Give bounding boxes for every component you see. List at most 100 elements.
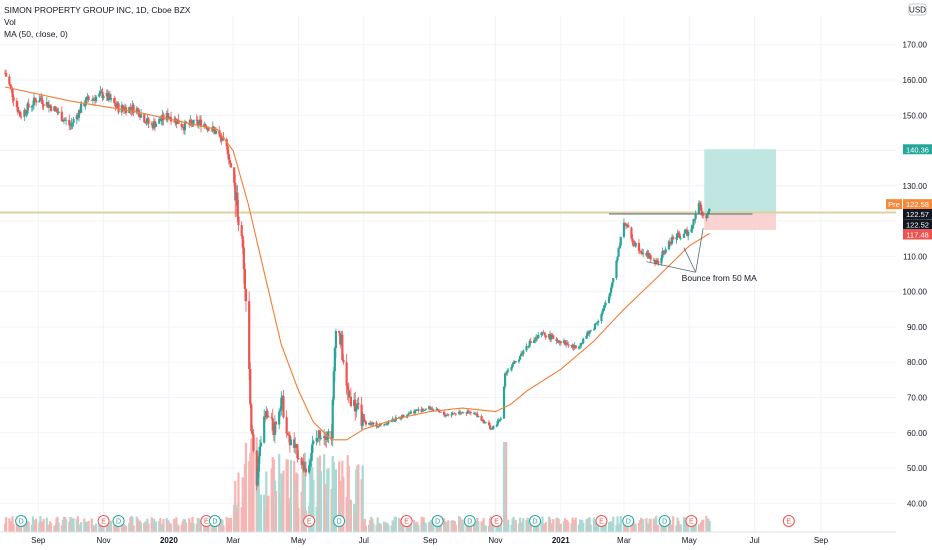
candle-body <box>27 103 30 108</box>
candle-body <box>207 127 210 131</box>
candle-body <box>663 252 666 254</box>
candle-body <box>632 242 635 245</box>
candle-body <box>409 411 412 414</box>
volume-bar <box>619 516 622 532</box>
candle-body <box>61 121 64 122</box>
candle-body <box>168 116 172 118</box>
dividend-marker <box>208 515 221 527</box>
candle-body <box>327 430 330 437</box>
dividend-marker <box>529 515 542 527</box>
target-zone <box>704 149 776 213</box>
candle-body <box>270 417 273 419</box>
price-tag: 117.48 <box>906 230 928 239</box>
candle-body <box>677 233 680 234</box>
candle-body <box>296 444 299 459</box>
candle-body <box>378 424 381 426</box>
candle-body <box>439 411 442 413</box>
candle-body <box>414 410 417 414</box>
candle-body <box>250 404 253 431</box>
price-tick-label: 90.00 <box>907 323 928 332</box>
volume-bar <box>237 472 240 532</box>
volume-bar <box>342 476 345 532</box>
candle-body <box>278 411 281 425</box>
candle-body <box>502 386 506 419</box>
candle-body <box>514 361 517 362</box>
candle-body <box>308 465 311 473</box>
volume-bar <box>184 522 188 532</box>
candle-body <box>356 403 359 409</box>
candle-body <box>177 119 180 124</box>
candle-body <box>98 93 101 97</box>
candle-body <box>701 210 704 216</box>
volume-bar <box>484 525 487 532</box>
candle-body <box>113 97 116 104</box>
candle-body <box>390 421 393 423</box>
candle-body <box>503 373 507 387</box>
candle-body <box>234 182 237 201</box>
candle-body <box>578 345 582 347</box>
candle-body <box>139 114 143 118</box>
event-marker-label: D <box>626 519 631 526</box>
candle-body <box>480 415 483 421</box>
volume-bar <box>147 523 150 532</box>
candle-body <box>506 370 509 374</box>
volume-bar <box>199 524 203 532</box>
candle-body <box>346 385 349 390</box>
candle-body <box>477 415 480 418</box>
candle-body <box>379 424 382 426</box>
event-marker-label: D <box>435 519 440 526</box>
candle-body <box>286 433 289 435</box>
volume-bar <box>35 518 38 532</box>
candle-body <box>617 247 620 257</box>
candle-body <box>8 76 11 85</box>
candle-body <box>603 305 606 309</box>
volume-bar <box>102 524 105 532</box>
volume-bar <box>394 516 397 532</box>
candle-body <box>520 353 523 357</box>
candle-body <box>622 222 626 237</box>
candle-body <box>372 422 375 425</box>
candle-body <box>38 100 41 103</box>
candle-body <box>423 409 426 411</box>
event-marker-label: E <box>689 519 694 526</box>
volume-bar <box>267 495 270 532</box>
price-tag-bg <box>903 229 932 240</box>
candle-body <box>537 334 540 338</box>
time-tick-label: Sep <box>814 536 829 545</box>
time-tick-label: Nov <box>488 536 502 545</box>
volume-bar <box>447 520 450 532</box>
candle-body <box>84 103 87 106</box>
volume-bar <box>639 517 643 532</box>
candle-body <box>511 363 514 367</box>
volume-bar <box>76 516 79 532</box>
candle-body <box>16 106 20 113</box>
volume-bar <box>297 507 300 532</box>
volume-bar <box>159 518 162 532</box>
candle-body <box>608 292 612 297</box>
volume-bar <box>50 523 53 532</box>
annotation-arrow <box>683 247 697 273</box>
candle-body <box>302 461 305 471</box>
volume-bar <box>541 516 544 532</box>
candle-body <box>615 260 618 279</box>
candle-body <box>252 434 255 451</box>
volume-bar <box>227 517 230 532</box>
grid <box>0 16 896 532</box>
volume-bar <box>139 522 143 532</box>
volume-bar <box>327 468 330 532</box>
candle-body <box>652 259 656 261</box>
candle-body <box>567 344 570 346</box>
candle-body <box>656 259 659 261</box>
candle-body <box>602 308 605 311</box>
volume-bar <box>177 525 180 532</box>
candle-body <box>71 122 74 124</box>
candle-body <box>496 421 499 426</box>
volume-bar <box>312 479 315 532</box>
candle-body <box>580 343 583 346</box>
candle-body <box>609 287 613 293</box>
candle-body <box>544 335 547 338</box>
candle-body <box>154 123 158 128</box>
candle-body <box>543 332 546 336</box>
